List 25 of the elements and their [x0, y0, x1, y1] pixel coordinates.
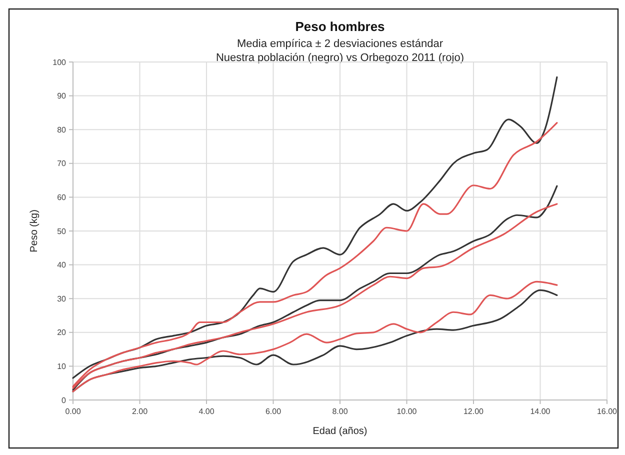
x-tick-label: 10.00 — [396, 407, 418, 416]
x-tick-label: 2.00 — [132, 407, 148, 416]
y-tick-label: 70 — [57, 159, 67, 168]
x-tick-label: 8.00 — [332, 407, 348, 416]
x-tick-label: 4.00 — [198, 407, 215, 416]
y-tick-label: 30 — [57, 294, 67, 304]
x-axis-title: Edad (años) — [312, 426, 368, 437]
x-tick-label: 12.00 — [463, 407, 484, 416]
chart-subtitle: Media empírica ± 2 desviaciones estándar Nuestra población (negro) vs Orbegozo 2011 (rojo) — [216, 38, 464, 64]
y-tick-label: 80 — [57, 125, 67, 134]
y-tick-label: 10 — [57, 362, 67, 371]
x-tick-label: 0.00 — [65, 407, 82, 416]
line-series — [72, 76, 558, 379]
x-tick-label: 6.00 — [265, 407, 282, 416]
y-tick-label: 0 — [62, 396, 67, 405]
y-axis-title: Peso (kg) — [29, 210, 40, 252]
y-tick-label: 50 — [57, 226, 67, 236]
y-tick-label: 20 — [57, 328, 67, 338]
x-tick-label: 14.00 — [530, 407, 551, 416]
y-tick-label: 60 — [57, 193, 67, 202]
y-tick-label: 100 — [52, 58, 67, 67]
y-tick-label: 40 — [57, 260, 67, 270]
chart-title: Peso hombres — [295, 19, 385, 34]
x-tick-label: 16.00 — [596, 407, 618, 416]
y-tick-label: 90 — [57, 92, 67, 101]
